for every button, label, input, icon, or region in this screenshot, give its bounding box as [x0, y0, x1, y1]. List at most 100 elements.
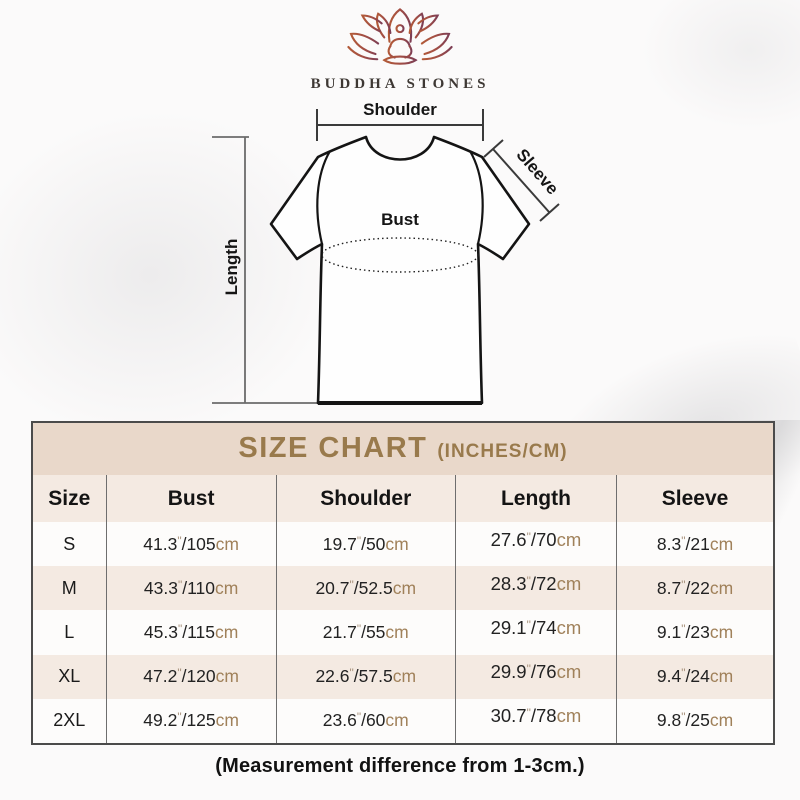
- armhole-seam-right: [469, 150, 484, 245]
- sleeve-cell: 9.8"/25cm: [616, 698, 773, 744]
- lotus-swoosh-left: [347, 45, 379, 61]
- cm-unit: cm: [385, 622, 409, 642]
- measurement-value: 30.7"/78cm: [491, 705, 582, 727]
- column-header-length: Length: [454, 475, 616, 522]
- cm-unit: cm: [709, 577, 734, 598]
- measurement-value: 9.1"/23cm: [657, 622, 733, 643]
- cm-value: /60: [361, 710, 386, 731]
- measurement-value: 9.8"/25cm: [657, 710, 733, 731]
- cm-unit: cm: [709, 622, 734, 642]
- size-chart-title: SIZE CHART (INCHES/CM): [33, 423, 773, 475]
- cm-value: /21: [685, 533, 710, 554]
- shoulder-cell: 23.6"/60cm: [275, 698, 455, 744]
- bust-cell: 43.3"/110cm: [105, 566, 276, 611]
- measurement-value: 29.9"/76cm: [491, 661, 582, 683]
- length-measure-line: [212, 136, 322, 404]
- cm-unit: cm: [214, 577, 239, 598]
- size-chart-title-text: SIZE CHART: [238, 432, 428, 464]
- cm-value: /24: [685, 666, 710, 687]
- inches-value: 43.3: [143, 577, 178, 598]
- shoulder-label: Shoulder: [363, 100, 437, 119]
- armhole-seam-left: [316, 150, 331, 245]
- tshirt-outline-drawing: [212, 109, 560, 405]
- column-header-bust: Bust: [105, 475, 276, 522]
- lotus-outer-petal-right: [420, 32, 451, 56]
- inch-mark: ": [526, 618, 531, 632]
- table-row: S 41.3"/105cm 19.7"/50cm 27.6 " /70cm 8.3"…: [33, 522, 773, 567]
- sleeve-cell: 9.1"/23cm: [616, 610, 773, 655]
- figure-crossed-legs: [382, 55, 418, 65]
- cm-value: /50: [361, 533, 386, 554]
- lotus-swoosh-right: [421, 45, 453, 61]
- cm-unit: cm: [215, 710, 239, 731]
- inch-mark: ": [349, 666, 354, 681]
- measurement-value: 43.3"/110cm: [144, 578, 238, 599]
- bust-cell: 45.3"/115cm: [105, 610, 276, 655]
- inches-value: 9.8: [656, 710, 682, 731]
- measurement-value: 20.7"/52.5cm: [315, 578, 416, 599]
- size-cell: S: [63, 533, 76, 554]
- column-header-sleeve: Sleeve: [616, 475, 773, 522]
- inches-value: 9.1: [656, 622, 682, 642]
- inches-value: 29.9: [490, 661, 527, 683]
- inch-mark: ": [681, 533, 686, 548]
- inch-mark: ": [177, 622, 183, 636]
- brand-name: BUDDHA STONES: [310, 76, 490, 92]
- cm-value: /23: [685, 622, 710, 642]
- cm-value: /22: [685, 577, 710, 598]
- cm-unit: cm: [556, 528, 582, 550]
- inches-value: 27.6: [490, 528, 527, 550]
- size-cell: 2XL: [53, 710, 86, 731]
- length-cell: 30.7"/78cm: [454, 698, 616, 744]
- measurement-value: 47.2"/120cm: [143, 666, 239, 687]
- size-chart-title-suffix: (INCHES/CM): [437, 441, 568, 462]
- cm-unit: cm: [214, 622, 239, 642]
- cm-value: /57.5: [353, 666, 393, 687]
- inches-value: 22.6: [315, 666, 350, 687]
- cm-value: /105: [181, 533, 216, 554]
- inches-value: 23.6: [322, 710, 357, 731]
- bust-cell: 47.2"/120cm: [105, 654, 276, 699]
- measurement-value: 9.4"/24cm: [657, 666, 733, 687]
- inches-value: 30.7: [490, 705, 527, 727]
- shoulder-cell: 20.7"/52.5cm: [275, 566, 455, 611]
- cm-unit: cm: [385, 710, 409, 731]
- measurement-note: (Measurement difference from 1-3cm.): [215, 755, 585, 777]
- inches-value: 9.4: [656, 666, 682, 687]
- cm-value: /70: [530, 528, 557, 550]
- inches-value: 49.2: [143, 710, 178, 731]
- inch-mark: ": [681, 710, 686, 725]
- inch-mark: ": [356, 622, 362, 636]
- size-cell: XL: [58, 666, 81, 687]
- lotus-outer-petal-left: [349, 32, 380, 56]
- table-row: XL 47.2"/120cm 22.6"/57.5cm 29.9"/76cm 9…: [33, 654, 773, 699]
- figure-arm-left: [387, 45, 396, 59]
- inches-value: 29.1: [490, 617, 527, 638]
- column-header-shoulder: Shoulder: [275, 475, 455, 522]
- cm-value: /115: [182, 622, 215, 642]
- figure-head: [395, 24, 405, 34]
- figure-torso: [389, 37, 411, 48]
- lotus-inner-petal-left: [375, 12, 392, 39]
- inches-value: 20.7: [315, 577, 350, 598]
- cm-value: /74: [530, 617, 557, 638]
- sleeve-cell: 8.3"/21cm: [616, 522, 773, 567]
- measurement-value: 41.3"/105cm: [143, 534, 239, 555]
- inch-mark: ": [177, 533, 182, 548]
- shoulder-cell: 19.7"/50cm: [275, 522, 455, 567]
- inches-value: 21.7: [322, 622, 357, 642]
- sleeve-cell: 8.7"/22cm: [616, 566, 773, 611]
- lotus-meditation-icon: [347, 8, 453, 65]
- size-chart-table: SIZE CHART (INCHES/CM) Size Bust Shoulde…: [31, 421, 775, 745]
- inch-mark: ": [681, 622, 686, 636]
- cm-value: /125: [181, 710, 216, 731]
- cm-unit: cm: [392, 577, 417, 598]
- size-cell: L: [64, 622, 75, 642]
- cm-unit: cm: [709, 666, 734, 687]
- shoulder-cell: 22.6"/57.5cm: [275, 654, 455, 699]
- inch-mark: ": [356, 710, 362, 725]
- sleeve-measure-line: [483, 139, 560, 222]
- cm-value: /76: [530, 661, 557, 683]
- bust-cell: 49.2"/125cm: [105, 698, 276, 744]
